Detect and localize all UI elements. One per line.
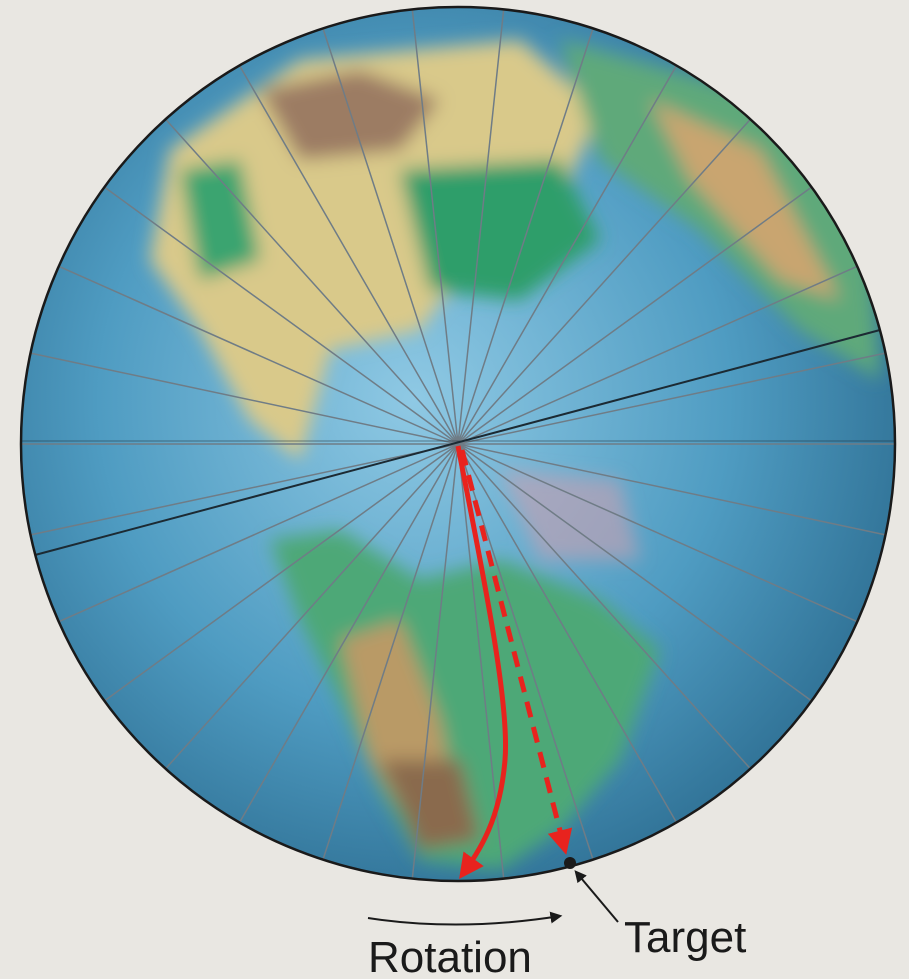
globe bbox=[19, 5, 897, 883]
meridian bbox=[238, 443, 459, 823]
meridian bbox=[238, 65, 459, 445]
meridian bbox=[457, 443, 858, 623]
rotation-arrow bbox=[367, 911, 563, 926]
meridian bbox=[58, 265, 459, 445]
meridian bbox=[411, 9, 459, 445]
actual-path bbox=[455, 445, 509, 880]
meridian bbox=[30, 352, 459, 445]
rotation-label: Rotation bbox=[368, 933, 532, 979]
meridian bbox=[322, 443, 459, 860]
meridian bbox=[104, 443, 459, 702]
meridian bbox=[104, 186, 459, 445]
equator-line bbox=[34, 329, 881, 556]
meridian bbox=[58, 443, 459, 623]
meridians bbox=[21, 9, 895, 879]
meridian bbox=[457, 352, 886, 445]
meridian bbox=[457, 443, 678, 823]
intended-path bbox=[459, 449, 573, 855]
globe-outline bbox=[19, 5, 897, 883]
meridian bbox=[457, 28, 594, 445]
meridian bbox=[165, 443, 459, 770]
meridian bbox=[457, 65, 678, 445]
meridian bbox=[165, 118, 459, 445]
meridian bbox=[457, 118, 751, 445]
land bbox=[150, 40, 880, 870]
target-pointer bbox=[574, 870, 619, 923]
meridian bbox=[457, 443, 812, 702]
meridian bbox=[457, 9, 505, 445]
target-dot bbox=[564, 857, 576, 869]
meridian bbox=[457, 186, 812, 445]
meridian bbox=[457, 443, 751, 770]
meridian bbox=[30, 443, 459, 536]
meridian bbox=[411, 443, 459, 879]
target-label: Target bbox=[624, 913, 746, 962]
meridian bbox=[457, 443, 886, 536]
meridian bbox=[457, 265, 858, 445]
meridian bbox=[322, 28, 459, 445]
